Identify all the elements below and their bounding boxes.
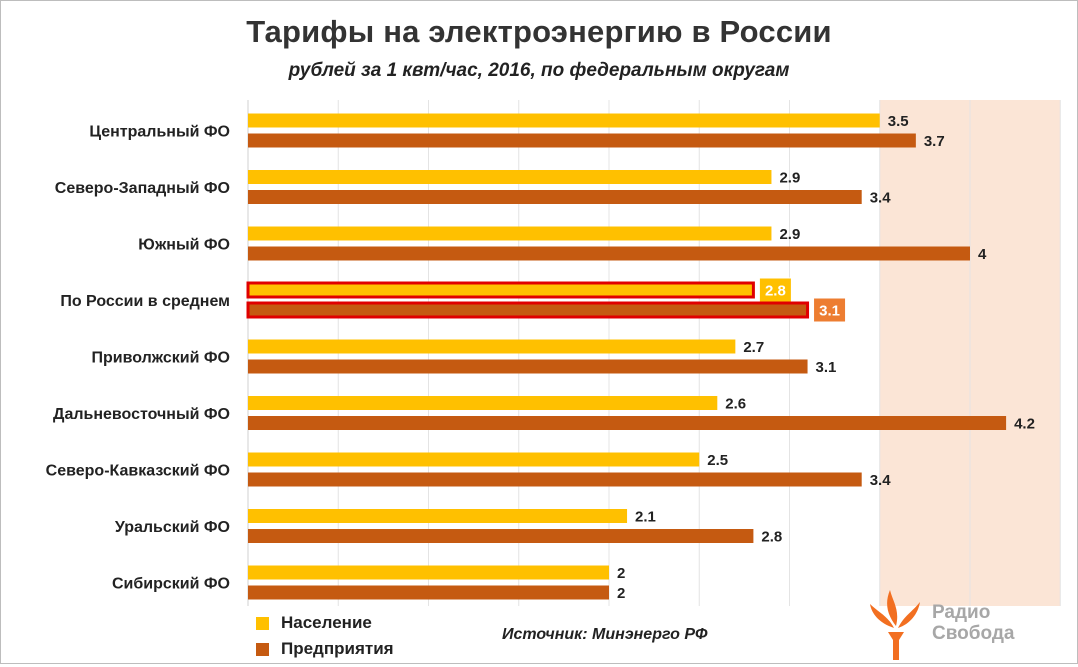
bar	[246, 301, 810, 319]
chart-subtitle: рублей за 1 квт/час, 2016, по федеральны…	[288, 60, 790, 81]
bar	[248, 472, 862, 487]
bar	[248, 170, 772, 184]
data-label: 2	[617, 585, 625, 602]
legend-swatch-naselenie	[256, 616, 269, 630]
bar	[248, 565, 609, 580]
data-label: 3.4	[870, 472, 892, 489]
data-label: 3.4	[870, 190, 892, 207]
flame-center	[887, 590, 898, 626]
bar	[248, 452, 700, 467]
flame-left	[870, 604, 894, 628]
data-label: 2.1	[635, 509, 656, 526]
data-label: 2.9	[779, 226, 800, 243]
bar	[248, 509, 628, 523]
data-label: 2.5	[707, 452, 728, 469]
legend-item-naselenie: Население	[256, 612, 372, 634]
category-label: Сибирский ФО	[112, 576, 230, 593]
data-label: 3.1	[816, 359, 837, 376]
data-label: 2.9	[779, 170, 800, 187]
torch-cup	[888, 632, 904, 640]
logo-line-2: Свобода	[932, 623, 1015, 644]
logo-line-1: Радио	[932, 602, 991, 623]
legend-item-predpriyatiya: Предприятия	[256, 638, 394, 660]
logo-text: Радио Свобода	[932, 602, 1014, 644]
source-note: Источник: Минэнерго РФ	[502, 626, 708, 643]
category-label: Северо-Кавказский ФО	[46, 463, 230, 480]
category-label: Центральный ФО	[89, 124, 230, 141]
category-label: Южный ФО	[138, 237, 230, 254]
data-label: 3.1	[819, 303, 840, 320]
highlight-value-box	[813, 297, 847, 323]
legend-label-predpriyatiya: Предприятия	[281, 639, 394, 658]
data-label: 4.2	[1014, 416, 1035, 433]
chart-title: Тарифы на электроэнергию в России	[246, 14, 832, 49]
bar	[248, 359, 808, 374]
data-label: 4	[978, 246, 987, 263]
torch-handle	[893, 640, 899, 660]
bar	[248, 226, 772, 241]
data-label: 3.5	[888, 113, 909, 130]
torch-flame-icon	[870, 590, 920, 660]
bar	[248, 529, 754, 543]
category-label: Северо-Западный ФО	[55, 180, 230, 197]
legend-swatch-predpriyatiya	[256, 642, 269, 656]
bar	[248, 246, 970, 261]
bar	[248, 339, 736, 354]
data-label: 3.7	[924, 133, 945, 150]
bar	[248, 133, 916, 148]
bar	[246, 281, 755, 299]
bar	[248, 396, 718, 410]
category-label: Уральский ФО	[115, 519, 230, 536]
bar	[248, 190, 862, 204]
data-label: 2.8	[765, 283, 786, 300]
radio-svoboda-logo: Радио Свобода	[866, 586, 1036, 662]
data-label: 2.6	[725, 396, 746, 413]
bar	[248, 416, 1007, 430]
bar	[248, 585, 609, 600]
flame-right	[898, 602, 920, 628]
category-label: Приволжский ФО	[91, 350, 230, 367]
bar	[248, 113, 880, 128]
legend-label-naselenie: Население	[281, 613, 372, 632]
category-label: По России в среднем	[60, 293, 230, 310]
data-label: 2.8	[761, 529, 782, 546]
category-label: Дальневосточный ФО	[53, 406, 230, 423]
data-label: 2	[617, 565, 625, 582]
data-label: 2.7	[743, 339, 764, 356]
